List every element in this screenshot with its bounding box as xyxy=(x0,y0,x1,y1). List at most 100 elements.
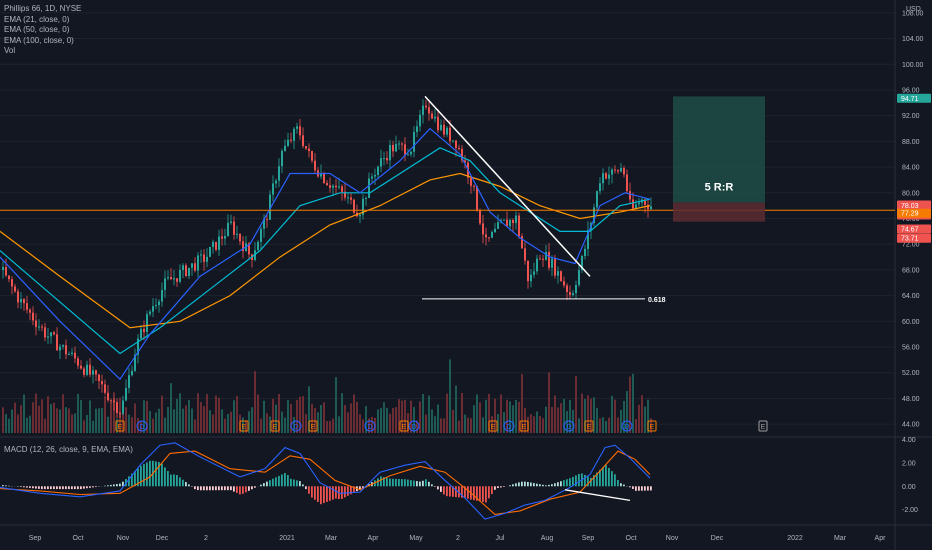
time-tick-label: 2022 xyxy=(787,535,803,542)
macd-histogram-bar xyxy=(413,480,415,487)
candle-body xyxy=(650,206,652,210)
candle xyxy=(410,150,412,157)
candle xyxy=(260,226,262,250)
candle-body xyxy=(200,254,202,256)
macd-histogram-bar xyxy=(314,486,316,500)
volume-legend[interactable]: Vol xyxy=(4,46,16,55)
ema100-legend[interactable]: EMA (100, close, 0) xyxy=(4,35,74,45)
candle-body xyxy=(59,346,61,351)
volume-bar xyxy=(530,414,532,433)
candle xyxy=(269,190,271,220)
ema21-legend[interactable]: EMA (21, close, 0) xyxy=(4,14,70,24)
volume-bar xyxy=(482,417,484,433)
macd-pane[interactable] xyxy=(0,442,652,520)
candle xyxy=(524,241,526,265)
macd-histogram-bar xyxy=(308,486,310,494)
candlesticks[interactable] xyxy=(2,99,652,418)
candle xyxy=(95,369,97,381)
candle-body xyxy=(287,139,289,146)
symbol-line[interactable]: Phillips 66, 1D, NYSE xyxy=(4,4,82,13)
macd-histogram-bar xyxy=(362,486,364,488)
candle xyxy=(416,120,418,138)
macd-histogram-bar xyxy=(326,486,328,502)
volume-bar xyxy=(77,393,79,433)
candle xyxy=(116,398,118,418)
candle xyxy=(392,140,394,158)
time-axis[interactable]: Sep Oct Nov Dec 2 2021 Mar Apr May 2 Jul Aug Sep Oct N… xyxy=(29,535,886,542)
candle xyxy=(518,212,520,239)
dividend-marker: D xyxy=(563,420,575,432)
candle xyxy=(557,266,559,284)
volume-bar xyxy=(116,418,118,433)
macd-histogram-bar xyxy=(647,486,649,491)
candle xyxy=(632,192,634,211)
candle xyxy=(320,164,322,180)
candle-body xyxy=(593,207,595,223)
volume-bar xyxy=(398,399,400,433)
volume-bar xyxy=(149,410,151,433)
candle-body xyxy=(434,116,436,119)
candle-body xyxy=(611,169,613,175)
volume-bar xyxy=(305,414,307,433)
macd-histogram-bar xyxy=(458,486,460,498)
candle xyxy=(437,109,439,133)
candle xyxy=(80,360,82,370)
time-tick-label: Sep xyxy=(29,535,42,542)
candle-body xyxy=(338,186,340,188)
earnings-box xyxy=(519,420,529,432)
macd-histogram-bar xyxy=(53,486,55,490)
candle xyxy=(596,190,598,211)
candle-body xyxy=(218,236,220,250)
candle xyxy=(290,132,292,144)
price-axis[interactable]: 108.00 104.00 100.00 96.00 92.00 88.00 84.00 80… xyxy=(902,6,924,514)
macd-histogram-bar xyxy=(155,461,157,487)
candle xyxy=(182,263,184,279)
candle xyxy=(587,221,589,257)
candle xyxy=(215,241,217,252)
candle-body xyxy=(386,158,388,161)
volume-bar xyxy=(590,398,592,433)
candle xyxy=(647,199,649,218)
marker-letter: D xyxy=(293,424,298,431)
macd-histogram-bar xyxy=(560,481,562,487)
macd-histogram-bar xyxy=(620,483,622,487)
volume-bar xyxy=(248,411,250,433)
macd-histogram-bar xyxy=(281,474,283,487)
candle xyxy=(14,283,16,293)
macd-histogram-bar xyxy=(386,477,388,487)
candle xyxy=(533,262,535,279)
candle-body xyxy=(257,241,259,251)
volume-bar xyxy=(269,416,271,433)
volume-bar xyxy=(194,419,196,433)
candle-body xyxy=(596,191,598,208)
volume-bar xyxy=(554,395,556,433)
volume-bar xyxy=(122,407,124,433)
volume-bar xyxy=(572,409,574,433)
candle-body xyxy=(647,204,649,210)
candle xyxy=(326,180,328,186)
volume-bar xyxy=(422,393,424,433)
volume-bar xyxy=(233,400,235,433)
candle xyxy=(584,244,586,260)
macd-histogram-bar xyxy=(269,480,271,487)
candle xyxy=(539,254,541,260)
candle xyxy=(35,313,37,336)
macd-histogram-bar xyxy=(239,486,241,495)
candle-body xyxy=(2,267,4,270)
candle xyxy=(92,366,94,384)
drawings[interactable]: 0.618 5 R:R xyxy=(0,95,895,304)
candle-body xyxy=(227,222,229,237)
macd-histogram-bar xyxy=(209,486,211,491)
candle xyxy=(71,348,73,357)
macd-histogram-bar xyxy=(473,486,475,501)
macd-histogram-bar xyxy=(65,486,67,490)
macd-legend[interactable]: MACD (12, 26, close, 9, EMA, EMA) xyxy=(4,445,133,454)
volume-bar xyxy=(263,400,265,433)
macd-histogram-bar xyxy=(614,474,616,487)
volume-bar xyxy=(362,419,364,433)
macd-histogram-bar xyxy=(350,486,352,495)
ema50-legend[interactable]: EMA (50, close, 0) xyxy=(4,25,70,34)
candle-body xyxy=(137,338,139,355)
